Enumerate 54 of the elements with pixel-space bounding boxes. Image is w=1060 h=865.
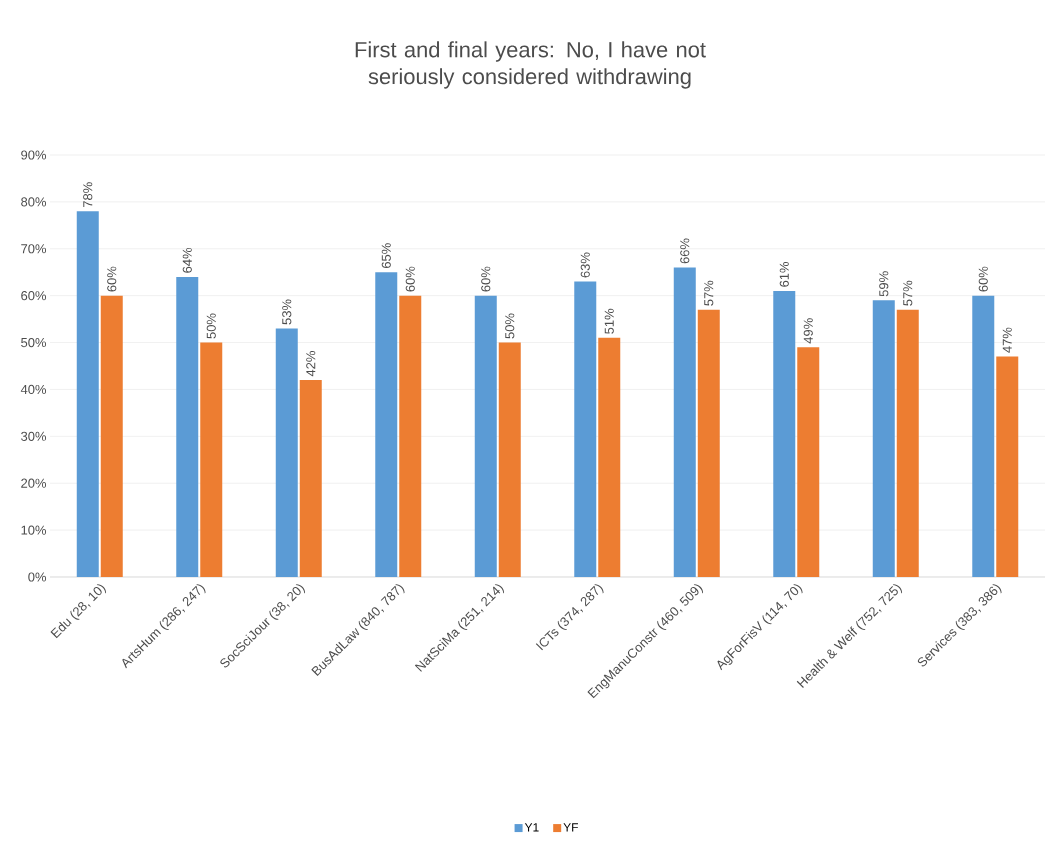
data-label: 57% [903, 280, 913, 306]
bar [200, 342, 223, 577]
bar [574, 281, 597, 577]
y-tick-label: 70% [21, 244, 47, 254]
bar [474, 295, 497, 577]
y-tick-label: 80% [21, 197, 47, 207]
bar [399, 295, 422, 577]
data-label: 64% [182, 247, 192, 273]
y-tick-label: 0% [28, 572, 47, 582]
data-label: 63% [580, 252, 590, 278]
bar [797, 347, 820, 577]
bar [896, 309, 919, 577]
bar [872, 300, 895, 577]
legend-label: YF [563, 823, 578, 832]
bar [697, 309, 720, 577]
data-label: 42% [306, 351, 316, 377]
bar [375, 272, 398, 577]
data-label: 50% [505, 313, 515, 339]
bar [673, 267, 696, 577]
data-label: 57% [704, 280, 714, 306]
y-tick-label: 30% [21, 431, 47, 441]
bar [498, 342, 521, 577]
data-label: 78% [83, 182, 93, 208]
legend-label: Y1 [524, 823, 539, 832]
bar [299, 380, 322, 577]
y-tick-label: 10% [21, 525, 47, 535]
data-label: 61% [779, 261, 789, 287]
data-label: 51% [604, 308, 614, 334]
data-label: 47% [1002, 327, 1012, 353]
bar [76, 211, 99, 577]
bar [996, 356, 1019, 577]
y-tick-label: 40% [20, 384, 47, 395]
data-label: 60% [481, 266, 491, 292]
bar [100, 295, 123, 577]
data-label: 66% [680, 238, 690, 264]
bar [773, 290, 796, 577]
data-label: 50% [206, 313, 216, 339]
data-label: 53% [282, 299, 292, 325]
data-label: 65% [381, 243, 391, 269]
bar [176, 276, 199, 577]
bar [275, 328, 298, 577]
data-label: 60% [107, 266, 117, 292]
bar [972, 295, 995, 577]
y-tick-label: 20% [21, 478, 47, 488]
y-tick-label: 50% [21, 337, 47, 348]
data-label: 60% [405, 266, 415, 292]
bar [598, 337, 621, 577]
y-tick-label: 90% [21, 150, 47, 160]
x-tick-label: Edu (28, 10) [50, 584, 107, 639]
data-label: 60% [978, 266, 988, 292]
y-tick-label: 60% [21, 291, 47, 301]
chart-title: First and final years: No, I have not seriously considered withdrawing [355, 41, 706, 89]
data-label: 49% [803, 318, 813, 344]
data-label: 59% [879, 271, 889, 297]
